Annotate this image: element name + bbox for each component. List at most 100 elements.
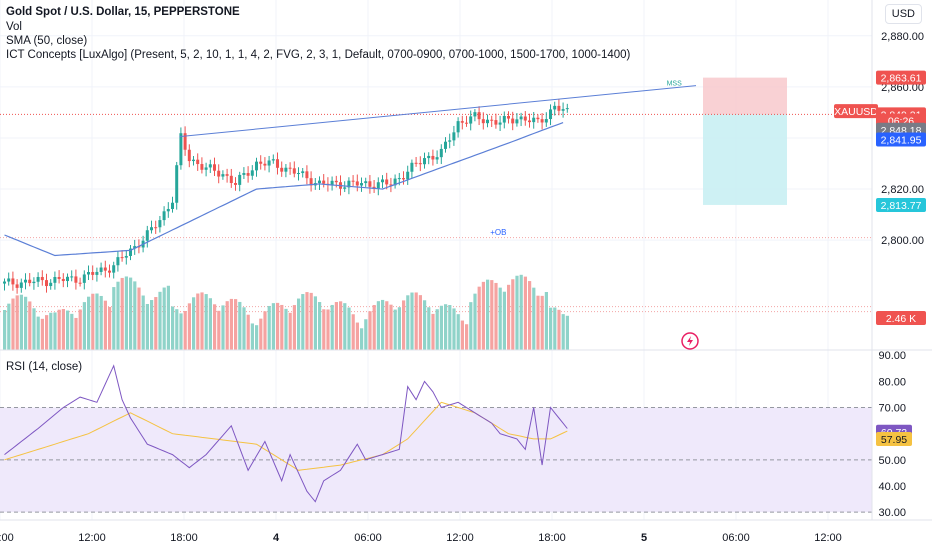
candle-body (490, 119, 494, 121)
candle-body (507, 116, 510, 119)
sma-legend[interactable]: SMA (50, close) (6, 35, 88, 47)
volume-bar (45, 315, 49, 350)
candle-body (301, 171, 305, 174)
candle-body (263, 163, 267, 166)
candle-body (66, 276, 69, 282)
candle-body (259, 161, 263, 164)
volume-bar (120, 277, 124, 350)
candle-body (179, 133, 183, 166)
volume-bar (528, 281, 532, 350)
price-label-box (876, 197, 926, 212)
candle-body (250, 170, 254, 176)
volume-bar (208, 298, 212, 350)
volume-bar (271, 303, 275, 350)
volume-bar (61, 308, 65, 350)
volume-bar (242, 307, 246, 350)
candle-body (318, 180, 321, 184)
candle-body (124, 255, 128, 258)
candle-body (74, 276, 78, 283)
ict-legend[interactable]: ICT Concepts [LuxAlgo] (Present, 5, 2, 1… (6, 49, 631, 61)
volume-legend[interactable]: Vol (6, 21, 22, 33)
volume-bar (158, 291, 162, 350)
price-tick-label: 2,860.00 (881, 82, 924, 94)
time-tick-label: 12:00 (446, 532, 474, 544)
volume-bar (49, 312, 53, 350)
candle-body (78, 282, 82, 284)
price-label-box (876, 132, 926, 147)
volume-bar (465, 324, 469, 350)
time-tick-label: 12:00 (814, 532, 842, 544)
candle-body (11, 278, 15, 285)
volume-bar (343, 303, 347, 350)
candle-body (95, 271, 99, 275)
candle-body (87, 272, 90, 275)
candle-body (70, 276, 74, 278)
candle-body (246, 173, 250, 176)
volume-bar (141, 295, 145, 350)
ob-annotation: +OB (490, 228, 506, 237)
volume-bar (515, 275, 519, 350)
candle-body (7, 278, 11, 282)
candle-body (540, 119, 544, 123)
volume-bar (502, 291, 506, 350)
volume-bar (187, 303, 191, 350)
currency-button[interactable]: USD (884, 4, 922, 24)
sma-line (4, 122, 564, 257)
volume-bar (439, 305, 443, 350)
volume-bar (544, 292, 548, 350)
candle-body (284, 167, 288, 172)
volume-bar (57, 309, 61, 350)
time-tick-label: 18:00 (170, 532, 198, 544)
candle-body (3, 281, 6, 284)
candle-body (456, 121, 460, 133)
trendline (179, 85, 697, 138)
volume-label-text: 2.46 K (886, 313, 916, 325)
candle-body (112, 265, 116, 273)
volume-bar (486, 279, 490, 350)
candle-body (322, 180, 326, 184)
short-position-tool[interactable] (0, 77, 872, 205)
candle-body (204, 167, 208, 170)
candle-body (292, 168, 296, 174)
candle-body (360, 183, 363, 186)
candle-body (397, 178, 401, 180)
candle-body (57, 276, 61, 279)
rsi-line (4, 364, 568, 503)
candle-body (234, 183, 237, 185)
candle-body (469, 116, 473, 124)
volume-bar (238, 301, 242, 350)
candle-body (334, 180, 338, 183)
candle-body (150, 227, 153, 231)
volume-bar (330, 304, 334, 350)
candle-body (519, 116, 523, 120)
price-tick-label: 2,800.00 (881, 235, 924, 247)
volume-bar (36, 316, 40, 350)
volume-bar (28, 301, 32, 350)
volume-bar (477, 286, 481, 350)
volume-bar (255, 325, 259, 350)
candle-body (431, 155, 435, 160)
symbol-title[interactable]: Gold Spot / U.S. Dollar, 15, PEPPERSTONE (6, 6, 240, 18)
volume-bar (364, 319, 368, 350)
candle-body (381, 179, 384, 183)
candle-body (99, 267, 103, 272)
volume-bar (309, 292, 313, 350)
volume-bar (469, 302, 473, 350)
candle-body (162, 211, 166, 221)
candle-body (393, 178, 397, 186)
candle-body (116, 257, 120, 266)
volume-bar (19, 294, 23, 350)
candle-body (498, 122, 502, 125)
volume-bar (234, 299, 238, 350)
rsi-tick-label: 70.00 (878, 403, 906, 415)
volume-bar (322, 309, 326, 350)
volume-bar (175, 309, 179, 350)
time-tick-label: 18:00 (538, 532, 566, 544)
rsi-legend[interactable]: RSI (14, close) (6, 361, 83, 373)
time-tick-label: 12:00 (78, 532, 106, 544)
volume-bar (32, 308, 36, 350)
volume-bar (452, 308, 456, 350)
volume-bar (276, 302, 280, 350)
candle-body (154, 227, 158, 229)
